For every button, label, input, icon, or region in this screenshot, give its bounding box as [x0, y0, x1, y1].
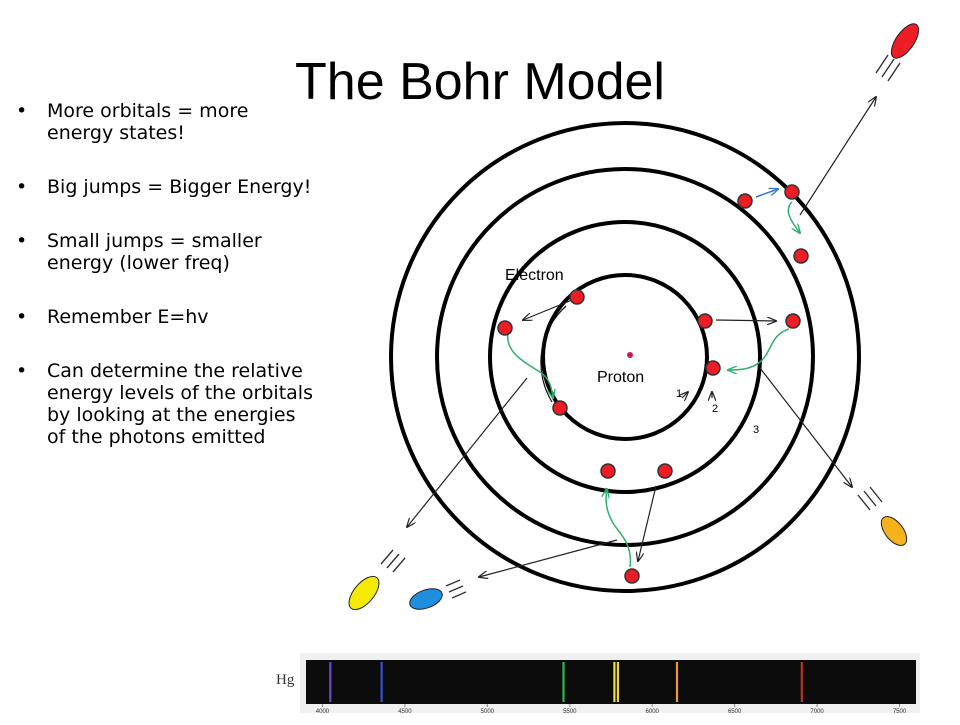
- bullet-list: More orbitals = more energy states! Big …: [16, 100, 316, 480]
- excitation-arrow: [715, 320, 776, 321]
- electron: [737, 193, 753, 209]
- photon-blue: [409, 588, 443, 610]
- electron: [793, 248, 809, 264]
- proton-dot: [627, 352, 633, 358]
- spectrum-tick-label: 6000: [646, 709, 660, 715]
- electron: [600, 463, 616, 479]
- photon-path: [479, 539, 618, 577]
- transition-arrow: [787, 201, 800, 233]
- spectrum-element-label: Hg: [276, 672, 295, 688]
- spectral-line: [380, 662, 383, 702]
- orbit-2-label: 2: [712, 403, 718, 415]
- spectrum-tick-label: 7500: [893, 709, 907, 715]
- electron-motion-arrow: [523, 299, 573, 320]
- spectral-line: [562, 662, 565, 702]
- bullet-item: Can determine the relative energy levels…: [16, 360, 316, 448]
- bullet-item: Remember E=hv: [16, 306, 316, 328]
- page-title: The Bohr Model: [295, 53, 665, 111]
- transition-arrow: [606, 489, 632, 568]
- orbit-4: [389, 121, 861, 593]
- photon-path: [638, 485, 657, 561]
- orbit-direction-arc: [540, 305, 567, 403]
- spectral-line: [329, 662, 332, 702]
- spectrum-tick-label: 5000: [481, 709, 495, 715]
- spectrum-tick-label: 5500: [563, 709, 577, 715]
- spectrum-tick-label: 6500: [728, 709, 742, 715]
- orbit-2: [488, 220, 762, 494]
- electron: [785, 313, 801, 329]
- spectral-line: [613, 662, 616, 702]
- photon-yellow: [348, 575, 380, 611]
- electron: [657, 463, 673, 479]
- spectrum-tick-label: 7000: [810, 709, 824, 715]
- electron: [497, 320, 513, 336]
- orbit-1-label: 1: [676, 388, 682, 400]
- transition-arrow-blue: [755, 189, 778, 198]
- transition-arrow: [507, 332, 553, 398]
- orbit-1: [541, 273, 709, 441]
- spectral-line: [616, 662, 619, 702]
- photon-streaks: [380, 54, 901, 599]
- proton-label: Proton: [597, 369, 644, 386]
- orbit-3: [435, 167, 815, 547]
- electron: [784, 184, 800, 200]
- electron: [697, 313, 713, 329]
- spectrum-band: [306, 660, 916, 704]
- spectral-line: [800, 662, 803, 702]
- orbit-3-label: 3: [753, 424, 759, 436]
- electron: [569, 289, 585, 305]
- photon-path: [799, 97, 876, 216]
- photon-red: [890, 23, 920, 59]
- electron-label: Electron: [505, 267, 564, 284]
- spectrum-tick-label: 4500: [398, 709, 412, 715]
- transition-arrow: [728, 328, 790, 370]
- bullet-item: More orbitals = more energy states!: [16, 100, 316, 144]
- electron: [552, 400, 568, 416]
- electron: [624, 568, 640, 584]
- spectral-line: [675, 662, 679, 702]
- spectrum-tick-label: 4000: [316, 709, 330, 715]
- electron: [705, 360, 721, 376]
- electrons: [497, 184, 809, 584]
- orbit-tick-arrow: [682, 392, 688, 398]
- bullet-item: Small jumps = smaller energy (lower freq…: [16, 230, 316, 274]
- photon-path: [407, 377, 528, 527]
- photon-orange: [880, 516, 908, 546]
- photon-path: [759, 367, 852, 487]
- bullet-item: Big jumps = Bigger Energy!: [16, 176, 316, 198]
- spectrum-chart: 4000 4500 5000 5500 6000 6500 7000 7500: [300, 653, 920, 715]
- hg-spectrum: Hg 4000 4500 5000 5500 6000 6500 7000 7500: [272, 648, 922, 720]
- bohr-diagram: Proton Electron 1 2 3: [348, 23, 920, 611]
